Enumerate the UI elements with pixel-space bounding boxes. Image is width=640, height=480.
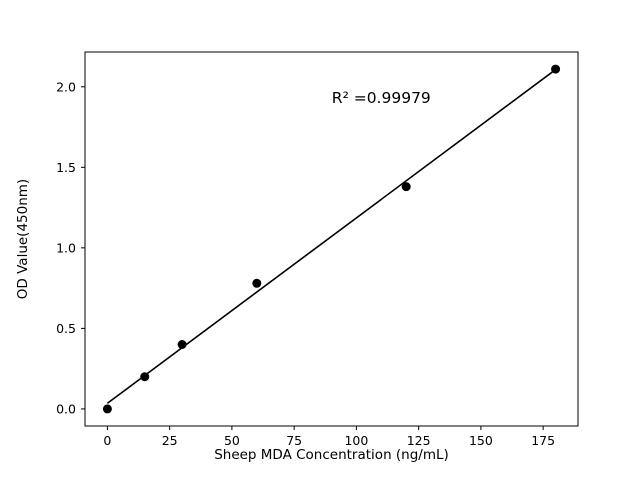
- data-point: [102, 404, 112, 414]
- y-tick-label: 2.0: [56, 79, 76, 94]
- x-axis-label: Sheep MDA Concentration (ng/mL): [214, 447, 449, 463]
- data-point: [177, 339, 187, 349]
- data-point: [140, 372, 150, 382]
- x-tick-label: 125: [407, 433, 431, 448]
- x-tick-label: 75: [286, 433, 302, 448]
- y-tick-label: 0.5: [56, 321, 76, 336]
- y-axis-label: OD Value(450nm): [15, 179, 31, 299]
- y-tick-label: 1.0: [56, 240, 76, 255]
- x-tick-label: 100: [344, 433, 368, 448]
- x-tick-label: 0: [103, 433, 111, 448]
- plot-border: [84, 51, 579, 427]
- fit-line: [106, 68, 557, 404]
- data-point: [551, 64, 561, 74]
- x-tick-label: 150: [469, 433, 493, 448]
- x-tick-label: 175: [531, 433, 555, 448]
- y-tick-label: 0.0: [56, 401, 76, 416]
- y-tick-label: 1.5: [56, 160, 76, 175]
- x-tick-label: 50: [224, 433, 240, 448]
- data-point: [252, 278, 262, 288]
- x-tick-label: 25: [162, 433, 178, 448]
- data-point: [401, 182, 411, 192]
- r-squared-annotation: R² =0.99979: [332, 89, 431, 107]
